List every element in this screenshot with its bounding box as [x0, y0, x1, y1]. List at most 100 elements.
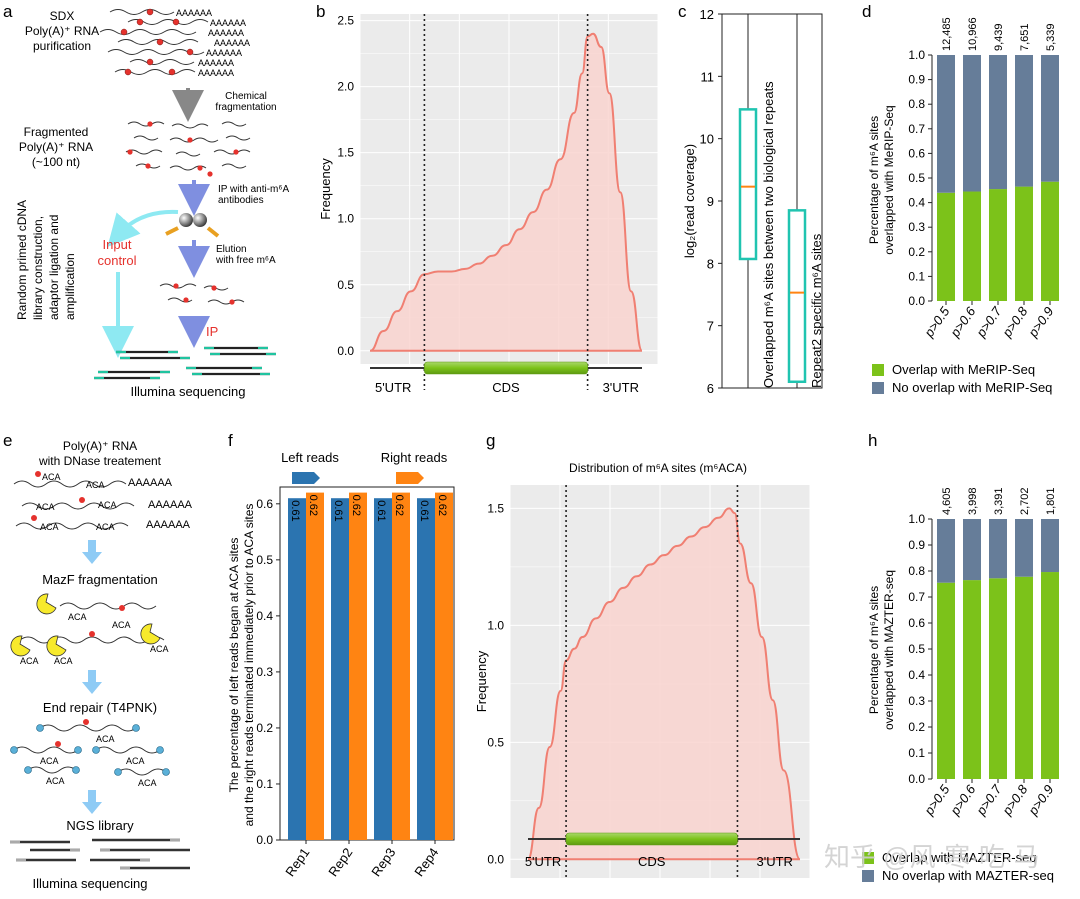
legend-swatch-overlap [862, 852, 874, 864]
panel-g-region-5utr: 5'UTR [525, 854, 561, 869]
m6a-marks [120, 8, 194, 76]
ytick-label: 0.5 [908, 171, 925, 185]
ytick-label: 0.4 [908, 668, 925, 682]
polyA-tail: AAAAAA [148, 499, 193, 511]
bar-count-label: 12,485 [941, 17, 953, 51]
ytick-label: 2.0 [337, 80, 354, 94]
panel-c-category-1: Overlapped m⁶A sites between two biologi… [761, 81, 776, 388]
xtick-label: p>0.7 [973, 303, 1005, 340]
elution-line2: with free m⁶A [215, 255, 276, 266]
bar-value-label: 0.61 [289, 500, 301, 521]
panel-e-schematic: Poly(A)⁺ RNA with DNase treatement AAAAA… [10, 439, 193, 891]
ip-step-line2: antibodies [218, 195, 264, 206]
sequencing-reads [94, 346, 276, 380]
fragment-strands [125, 121, 251, 171]
polyA-tail: AAAAAA [208, 28, 244, 38]
bar-overlap [989, 578, 1007, 779]
bar-value-label: 0.62 [436, 495, 448, 516]
panel-letter-e: e [3, 431, 12, 450]
ytick-label: 0.0 [908, 772, 925, 786]
panel-b-yticks: 0.0 0.5 1.0 1.5 2.0 2.5 [337, 14, 354, 358]
box-iqr [738, 108, 758, 261]
panel-f-grouped-bars: 0.00.10.20.30.40.50.6 0.61 0.62 Rep1 0.61 0.… [227, 450, 455, 879]
xtick-label: p>0.9 [1025, 304, 1057, 340]
bar-count-label: 4,605 [941, 487, 953, 515]
panel-c-boxplot: 6 7 8 9 10 11 12 log₂(read coverage) Overlappe… [682, 7, 824, 396]
panel-a-schematic: SDX Poly(A)⁺ RNA purification AAAAAA AAA… [15, 8, 290, 399]
bar-no-overlap [937, 55, 955, 193]
bar-no-overlap [1041, 55, 1059, 182]
arrow-input [107, 209, 179, 248]
bar-no-overlap [1041, 519, 1059, 573]
eluted-marks [173, 283, 235, 305]
polyA-tail: AAAAAA [214, 38, 250, 48]
bar-left-reads [417, 498, 435, 840]
bar-left-reads [331, 498, 349, 840]
aca-label: ACA [98, 500, 117, 510]
panel-e-strands [13, 480, 135, 530]
panel-g-ylabel: Frequency [474, 650, 489, 712]
aca-label: ACA [112, 620, 131, 630]
ngs-reads [10, 838, 190, 870]
panel-g-title: Distribution of m⁶A sites (m⁶ACA) [569, 461, 747, 475]
panel-a-rna-strands [99, 9, 209, 75]
aca-label: ACA [68, 612, 87, 622]
bar-value-label: 0.61 [332, 500, 344, 521]
side-label-line3: adaptor ligation and [47, 215, 61, 320]
ytick-label: 6 [707, 381, 714, 396]
bar-count-label: 1,801 [1045, 487, 1057, 515]
legend-swatch-no-overlap [862, 870, 874, 882]
panel-a-title-line1: SDX [50, 9, 75, 23]
xtick-label: Rep1 [282, 845, 312, 879]
panel-h-ylabel-line1: Percentage of m⁶A sites [867, 586, 881, 714]
bar-value-label: 0.61 [375, 500, 387, 521]
ytick-label: 0.8 [908, 564, 925, 578]
panel-d-bars: 12,485 10,966 9,439 7,651 5,339 [937, 17, 1059, 301]
left-reads-arrow-icon [292, 472, 320, 484]
right-reads-arrow-icon [396, 472, 424, 484]
bar-left-reads [288, 498, 306, 840]
aca-label: ACA [96, 522, 115, 532]
polyA-tail: AAAAAA [210, 18, 246, 28]
ytick-label: 0.6 [908, 146, 925, 160]
input-control-line1: Input [103, 237, 132, 252]
polyA-tail: AAAAAA [176, 8, 212, 18]
panel-g-cds-bar [565, 832, 738, 846]
mazf-m6a-marks [89, 605, 125, 637]
panel-h-axis: 0.00.10.20.30.40.50.60.70.80.91.0p>0.5p>… [908, 512, 1056, 818]
ytick-label: 0.1 [256, 777, 273, 791]
step-chem-line2: fragmentation [215, 102, 276, 113]
ytick-label: 0.0 [337, 344, 354, 358]
ytick-label: 0.1 [908, 746, 925, 760]
panel-letter-d: d [862, 2, 871, 21]
panel-e-m6a-marks [31, 471, 85, 521]
xtick-label: Rep2 [325, 845, 355, 879]
ytick-label: 0.5 [487, 735, 504, 749]
bar-count-label: 9,439 [993, 23, 1005, 51]
bar-right-reads [306, 492, 324, 840]
panel-letter-c: c [678, 2, 687, 21]
illumina-label-e: Illumina sequencing [33, 876, 148, 891]
ytick-label: 0.4 [256, 609, 273, 623]
aca-label: ACA [20, 656, 39, 666]
ytick-label: 0.9 [908, 73, 925, 87]
ytick-label: 0.0 [487, 852, 504, 866]
ytick-label: 1.5 [337, 146, 354, 160]
aca-label: ACA [96, 734, 115, 744]
panel-c-yticks: 6 7 8 9 10 11 12 [700, 7, 722, 396]
step-mazf: MazF fragmentation [42, 572, 158, 587]
xtick-label: p>0.9 [1025, 782, 1057, 818]
bar-overlap [963, 580, 981, 779]
bar-left-reads [374, 498, 392, 840]
bar-value-label: 0.62 [307, 495, 319, 516]
panel-g-region-3utr: 3'UTR [757, 854, 793, 869]
panel-e-title-line2: with DNase treatement [38, 454, 162, 468]
ytick-label: 0.6 [908, 616, 925, 630]
panel-h-stacked-bars: 4,605 3,998 3,391 2,702 1,801 0.0 0.1 0.2 0.3 0.… [862, 487, 1059, 883]
ytick-label: 0.6 [256, 497, 273, 511]
bar-count-label: 2,702 [1019, 487, 1031, 515]
panel-a-title-line3: purification [33, 39, 91, 53]
bar-count-label: 10,966 [967, 17, 979, 51]
panel-f-yticks: 0.0 0.1 0.2 0.3 0.4 0.5 0.6 [256, 497, 280, 847]
